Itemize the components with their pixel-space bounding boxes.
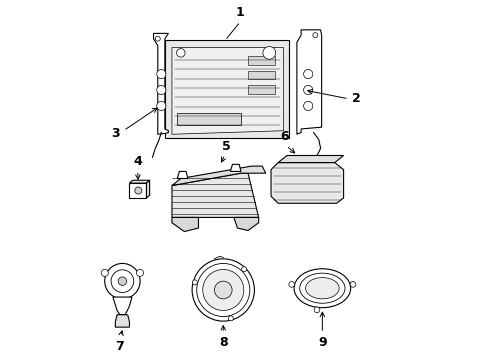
Polygon shape: [113, 297, 132, 315]
Circle shape: [136, 269, 143, 276]
Circle shape: [111, 270, 133, 292]
Circle shape: [192, 280, 197, 285]
Text: 7: 7: [115, 339, 124, 352]
Text: 5: 5: [221, 140, 230, 153]
Polygon shape: [278, 156, 343, 163]
Circle shape: [241, 267, 246, 272]
Polygon shape: [129, 180, 149, 183]
Polygon shape: [172, 48, 283, 134]
Polygon shape: [172, 173, 258, 217]
Bar: [177, 113, 241, 125]
Text: 4: 4: [133, 155, 142, 168]
Circle shape: [288, 282, 294, 287]
Circle shape: [176, 49, 184, 57]
Circle shape: [101, 269, 108, 276]
Polygon shape: [115, 315, 129, 327]
Circle shape: [263, 46, 275, 59]
Circle shape: [303, 69, 312, 79]
Circle shape: [157, 69, 165, 79]
Ellipse shape: [305, 278, 339, 299]
Bar: [164, 40, 288, 138]
Circle shape: [214, 281, 232, 299]
Ellipse shape: [299, 273, 345, 303]
Circle shape: [155, 36, 160, 41]
Polygon shape: [146, 180, 149, 198]
Circle shape: [303, 85, 312, 95]
Text: 3: 3: [111, 127, 120, 140]
Circle shape: [118, 277, 126, 285]
Circle shape: [349, 282, 355, 287]
Bar: [247, 85, 274, 94]
Circle shape: [303, 101, 312, 111]
Text: 8: 8: [219, 336, 227, 349]
Bar: [247, 57, 274, 65]
Circle shape: [228, 316, 233, 321]
Polygon shape: [233, 217, 258, 230]
Bar: [247, 71, 274, 80]
Circle shape: [135, 187, 142, 194]
Polygon shape: [177, 171, 187, 179]
Bar: [129, 183, 146, 198]
Polygon shape: [172, 217, 198, 231]
Text: 1: 1: [235, 6, 244, 19]
Text: 2: 2: [352, 93, 361, 105]
Circle shape: [203, 269, 244, 311]
Circle shape: [157, 101, 165, 111]
Circle shape: [157, 85, 165, 95]
Circle shape: [313, 307, 319, 312]
Polygon shape: [172, 166, 265, 185]
Circle shape: [104, 264, 140, 299]
Text: 9: 9: [317, 336, 326, 349]
Circle shape: [312, 33, 317, 38]
Polygon shape: [270, 163, 343, 203]
Circle shape: [192, 259, 254, 321]
Polygon shape: [153, 33, 168, 134]
Text: 6: 6: [280, 130, 288, 143]
Polygon shape: [296, 30, 321, 134]
Circle shape: [196, 264, 249, 316]
Ellipse shape: [293, 269, 350, 308]
Polygon shape: [230, 164, 241, 171]
